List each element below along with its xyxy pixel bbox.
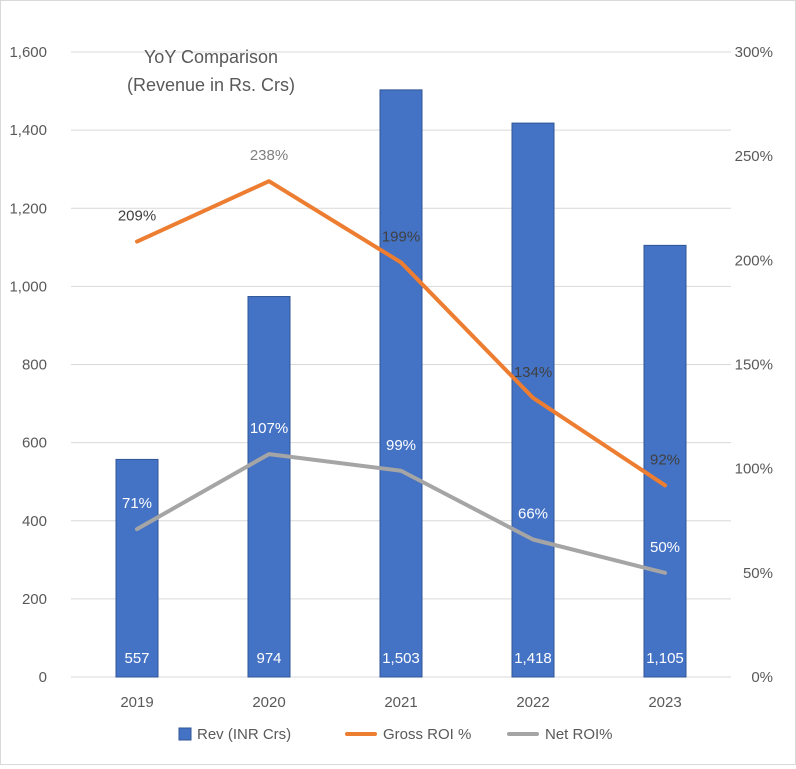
line-series [135,179,667,575]
x-tick-label: 2020 [252,694,285,711]
y-left-tick-label: 400 [22,513,47,530]
y-right-tick-label: 50% [743,565,773,582]
y-right-tick-label: 100% [735,461,773,478]
chart-subtitle: (Revenue in Rs. Crs) [127,75,295,95]
series-line [135,179,667,488]
bar [379,89,423,678]
y-left-tick-label: 1,200 [9,200,47,217]
bar [511,122,555,678]
x-tick-label: 2023 [648,694,681,711]
line-data-label: 107% [250,420,288,437]
y-right-tick-label: 150% [735,357,773,374]
line-data-label: 66% [518,506,548,523]
legend-swatch [178,727,192,741]
line-data-label: 71% [122,495,152,512]
x-tick-label: 2022 [516,694,549,711]
y-right-tick-label: 250% [735,148,773,165]
line-data-label: 209% [118,208,156,225]
bar [643,244,687,678]
bar-data-label: 1,105 [646,650,684,667]
bar [247,296,291,678]
legend-label: Rev (INR Crs) [197,726,291,743]
y-left-tick-label: 1,600 [9,44,47,61]
x-tick-label: 2019 [120,694,153,711]
y-left-tick-label: 1,400 [9,122,47,139]
line-data-label: 92% [650,451,680,468]
line-data-label: 99% [386,437,416,454]
bar [115,458,159,678]
bar-series [115,89,687,678]
data-labels: 557 974 1,503 1,418 1,105 209% 238% 199% 134% 92%… [118,147,684,667]
bar-data-label: 1,503 [382,650,420,667]
legend: Rev (INR Crs) Gross ROI % Net ROI% [178,726,613,743]
chart-title: YoY Comparison [144,47,278,67]
y-left-tick-label: 600 [22,435,47,452]
line-data-label: 199% [382,228,420,245]
bar-data-label: 1,418 [514,650,552,667]
line-data-label: 50% [650,539,680,556]
legend-label: Gross ROI % [383,726,471,743]
y-left-tick-label: 200 [22,591,47,608]
y-right-tick-label: 0% [751,669,773,686]
axes: 0 200 400 600 800 1,000 1,200 1,400 1,600 0% 50% 10… [9,44,773,711]
line-data-label: 134% [514,364,552,381]
x-tick-label: 2021 [384,694,417,711]
bar-data-label: 974 [256,650,281,667]
legend-label: Net ROI% [545,726,613,743]
y-right-tick-label: 300% [735,44,773,61]
y-left-tick-label: 0 [39,669,47,686]
y-left-tick-label: 800 [22,357,47,374]
bar-data-label: 557 [124,650,149,667]
y-right-tick-label: 200% [735,252,773,269]
y-left-tick-label: 1,000 [9,278,47,295]
series-line [135,452,667,575]
line-data-label: 238% [250,147,288,164]
